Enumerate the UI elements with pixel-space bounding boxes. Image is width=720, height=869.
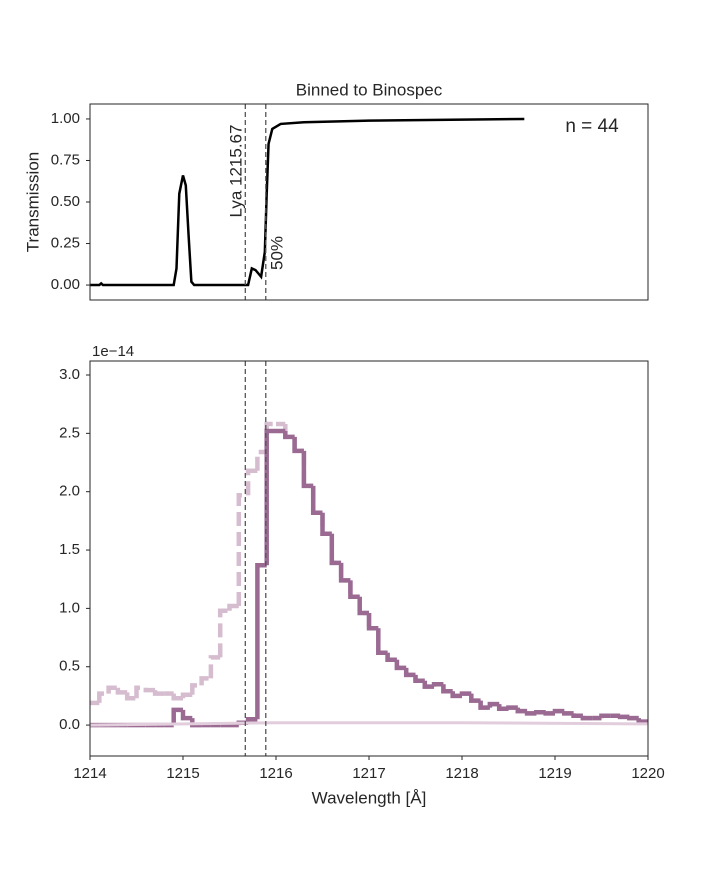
flux-step	[599, 713, 611, 719]
flux-step	[106, 685, 118, 694]
flux-step	[431, 681, 444, 687]
flux-step	[301, 450, 314, 489]
flux-step	[97, 691, 109, 703]
x-tick-label: 1216	[259, 765, 292, 782]
flux-step	[171, 707, 183, 726]
flux-step	[496, 704, 509, 711]
flux-step	[338, 562, 351, 583]
flux-step	[245, 716, 258, 723]
flux-step	[348, 580, 360, 599]
flux-step	[515, 707, 528, 714]
x-tick-label: 1218	[445, 765, 478, 782]
flux-step	[450, 691, 462, 699]
plot-area	[90, 421, 648, 728]
flux-step	[115, 687, 128, 695]
flux-step	[413, 674, 425, 683]
chart-title: Binned to Binospec	[296, 80, 443, 99]
flux-step	[171, 693, 183, 701]
y-tick-label: 0.75	[51, 151, 80, 168]
flux-step	[180, 709, 193, 721]
annotation: Lya 1215.67	[226, 125, 245, 218]
x-axis-label: Wavelength [Å]	[312, 788, 427, 807]
flux-step	[552, 708, 565, 714]
y-tick-label: 2.5	[59, 424, 80, 441]
flux-step	[283, 431, 295, 440]
y-offset-label: 1e−14	[92, 343, 134, 360]
flux-step	[255, 449, 267, 471]
y-tick-label: 0.00	[51, 276, 80, 293]
flux-step	[617, 714, 630, 720]
annotation: 50%	[267, 236, 286, 270]
plot-frame	[89, 360, 649, 757]
y-tick-label: 1.0	[59, 599, 80, 616]
y-tick-label: 0.0	[59, 716, 80, 733]
flux-step	[329, 533, 342, 566]
flux-step	[134, 685, 146, 699]
flux-step	[394, 659, 407, 671]
x-tick-label: 1215	[166, 765, 199, 782]
flux-step	[487, 701, 500, 708]
x-tick-label: 1217	[352, 765, 385, 782]
flux-step	[143, 687, 156, 693]
y-tick-label: 0.5	[59, 658, 80, 675]
flux-step	[255, 562, 267, 720]
annotation: n = 44	[565, 116, 619, 137]
flux-step	[236, 492, 249, 607]
flux-step	[562, 711, 574, 716]
flux-step	[245, 468, 258, 496]
y-tick-label: 1.5	[59, 541, 80, 558]
flux-step	[534, 709, 546, 715]
flux-step	[459, 691, 472, 696]
y-tick-label: 0.50	[51, 193, 80, 210]
y-tick-label: 2.0	[59, 483, 80, 500]
y-tick-label: 0.25	[51, 234, 80, 251]
y-axis-label: Transmission	[23, 152, 42, 252]
x-tick-label: 1214	[73, 765, 106, 782]
flux-step	[227, 603, 239, 611]
flux-step	[506, 705, 518, 710]
flux-step	[208, 655, 221, 679]
flux-step	[441, 684, 453, 694]
flux-step	[403, 667, 416, 678]
plot-frame	[89, 103, 649, 301]
flux-step	[199, 676, 211, 686]
x-tick-label: 1219	[538, 765, 571, 782]
plot-area	[90, 117, 525, 287]
flux-step	[580, 715, 593, 721]
flux-step	[320, 512, 332, 536]
flux-step	[264, 428, 276, 566]
flux-step	[292, 436, 304, 454]
flux-step	[357, 596, 369, 616]
flux-step	[385, 652, 397, 662]
flux-step	[217, 608, 230, 658]
flux-step	[124, 692, 137, 701]
flux-step	[366, 613, 379, 631]
flux-step	[310, 485, 323, 515]
flux-step	[180, 692, 193, 699]
x-tick-label: 1220	[631, 765, 664, 782]
flux-step	[422, 680, 435, 689]
flux-step	[190, 683, 202, 695]
flux-step	[524, 711, 537, 716]
flux-step	[636, 718, 648, 724]
flux-step	[478, 700, 490, 710]
flux-step	[376, 628, 388, 655]
y-tick-label: 1.00	[51, 110, 80, 127]
error-band	[90, 721, 648, 727]
y-tick-label: 3.0	[59, 366, 80, 383]
flux-step	[627, 715, 639, 721]
transmission-line	[90, 117, 525, 287]
flux-step	[152, 690, 165, 696]
flux-step	[571, 713, 583, 718]
flux-step	[543, 711, 555, 716]
flux-step	[469, 693, 481, 703]
